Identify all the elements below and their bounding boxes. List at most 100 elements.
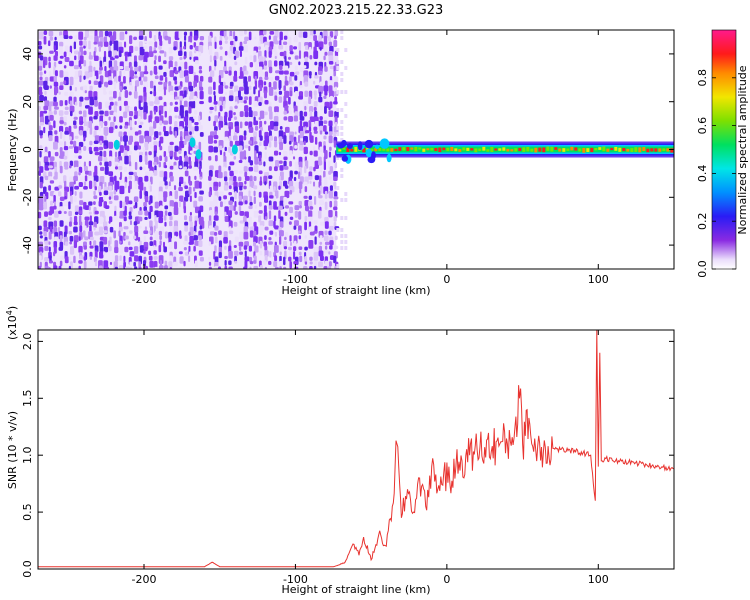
heatmap-noise-cell [74, 60, 77, 66]
heatmap-noise-cell [158, 126, 164, 131]
signal-band-peak [450, 147, 454, 152]
heatmap-noise-cell [154, 131, 159, 139]
heatmap-noise-cell [334, 191, 338, 197]
heatmap-noise-cell [139, 71, 145, 78]
heatmap-noise-cell [234, 211, 238, 215]
heatmap-noise-cell [244, 180, 247, 185]
heatmap-noise-cell [333, 40, 338, 47]
heatmap-noise-cell [313, 265, 317, 269]
heatmap-noise-cell [213, 215, 219, 221]
heatmap-noise-cell [184, 126, 188, 133]
heatmap-noise-cell [98, 101, 102, 110]
heatmap-noise-cell [208, 135, 213, 144]
heatmap-noise-cell [139, 181, 144, 191]
heatmap-noise-cell [88, 35, 94, 40]
heatmap-noise-cell [143, 165, 146, 171]
heatmap-noise-cell [279, 165, 284, 171]
heatmap-noise-cell [164, 260, 168, 267]
heatmap-noise-cell [88, 201, 93, 206]
heatmap-noise-cell [254, 245, 259, 253]
heatmap-noise-cell [249, 61, 254, 68]
heatmap-noise-cell [244, 56, 248, 65]
heatmap-noise-cell [289, 71, 295, 77]
heatmap-noise-cell [258, 46, 262, 50]
heatmap-noise-cell [69, 76, 74, 86]
heatmap-noise-cell [208, 241, 211, 246]
heatmap-noise-cell [179, 100, 182, 107]
heatmap-noise-cell [318, 195, 323, 199]
heatmap-noise-cell [263, 205, 267, 213]
heatmap-noise-cell [53, 96, 57, 103]
heatmap-noise-cell [99, 66, 103, 71]
heatmap-noise-cell [289, 235, 292, 242]
heatmap-noise-cell [158, 161, 161, 168]
heatmap-noise-cell [43, 230, 47, 237]
heatmap-noise-cell [78, 150, 82, 154]
heatmap-noise-cell [184, 251, 190, 256]
heatmap-noise-cell [303, 146, 308, 155]
heatmap-noise-cell [294, 31, 298, 38]
heatmap-noise-cell [133, 171, 138, 177]
heatmap-noise-cell [244, 241, 249, 247]
heatmap-noise-cell [293, 220, 299, 226]
heatmap-noise-cell [208, 175, 212, 181]
heatmap-noise-cell [69, 165, 72, 169]
heatmap-noise-cell [93, 115, 98, 120]
heatmap-noise-cell [99, 241, 104, 248]
heatmap-noise-cell [239, 135, 244, 143]
heatmap-noise-cell [113, 161, 119, 165]
heatmap-noise-cell [49, 260, 54, 264]
heatmap-noise-cell [39, 206, 44, 210]
heatmap-noise-cell [73, 116, 78, 120]
heatmap-cells [38, 30, 674, 269]
heatmap-noise-cell [233, 41, 236, 49]
heatmap-noise-cell [248, 145, 251, 151]
heatmap-noise-cell [264, 146, 267, 150]
signal-band-peak [434, 148, 438, 152]
heatmap-noise-cell [308, 176, 313, 180]
heatmap-noise-cell [264, 216, 268, 221]
heatmap-noise-cell [253, 196, 256, 204]
heatmap-noise-cell [248, 31, 252, 41]
signal-band-peak [350, 148, 354, 152]
heatmap-noise-cell [304, 166, 307, 174]
heatmap-noise-cell [88, 80, 92, 85]
heatmap-noise-cell [253, 175, 257, 182]
signal-band-peak [362, 147, 366, 153]
heatmap-noise-cell [253, 185, 258, 190]
heatmap-fade-cell [344, 216, 348, 220]
heatmap-noise-cell [129, 230, 133, 234]
heatmap-noise-cell [284, 75, 288, 82]
heatmap-noise-cell [38, 246, 44, 254]
heatmap-noise-cell [43, 96, 48, 102]
heatmap-noise-cell [258, 40, 261, 46]
heatmap-noise-cell [93, 41, 98, 45]
heatmap-noise-cell [158, 45, 162, 50]
signal-band-peak [582, 147, 586, 153]
heatmap-noise-cell [238, 206, 242, 212]
heatmap-noise-cell [123, 255, 126, 263]
heatmap-noise-cell [313, 106, 317, 112]
heatmap-noise-cell [38, 31, 44, 40]
heatmap-noise-cell [324, 221, 329, 229]
heatmap-fade-cell [344, 66, 348, 70]
heatmap-noise-cell [59, 155, 63, 159]
heatmap-noise-cell [218, 266, 221, 269]
heatmap-noise-cell [193, 50, 197, 54]
heatmap-noise-cell [259, 110, 265, 119]
heatmap-noise-cell [308, 106, 314, 113]
heatmap-noise-cell [279, 236, 282, 245]
heatmap-noise-cell [93, 80, 99, 86]
heatmap-noise-cell [318, 41, 324, 50]
heatmap-noise-cell [229, 161, 235, 166]
heatmap-noise-cell [88, 175, 93, 179]
heatmap-noise-cell [194, 220, 198, 227]
heatmap-noise-cell [48, 185, 52, 191]
heatmap-noise-cell [214, 60, 217, 67]
heatmap-noise-cell [244, 145, 249, 149]
heatmap-noise-cell [283, 240, 288, 248]
heatmap-noise-cell [174, 241, 178, 250]
signal-band-peak [610, 147, 614, 151]
